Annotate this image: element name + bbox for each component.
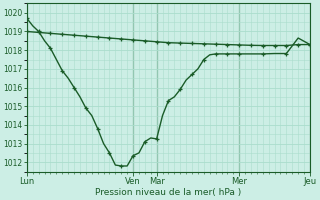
X-axis label: Pression niveau de la mer( hPa ): Pression niveau de la mer( hPa ) (95, 188, 242, 197)
